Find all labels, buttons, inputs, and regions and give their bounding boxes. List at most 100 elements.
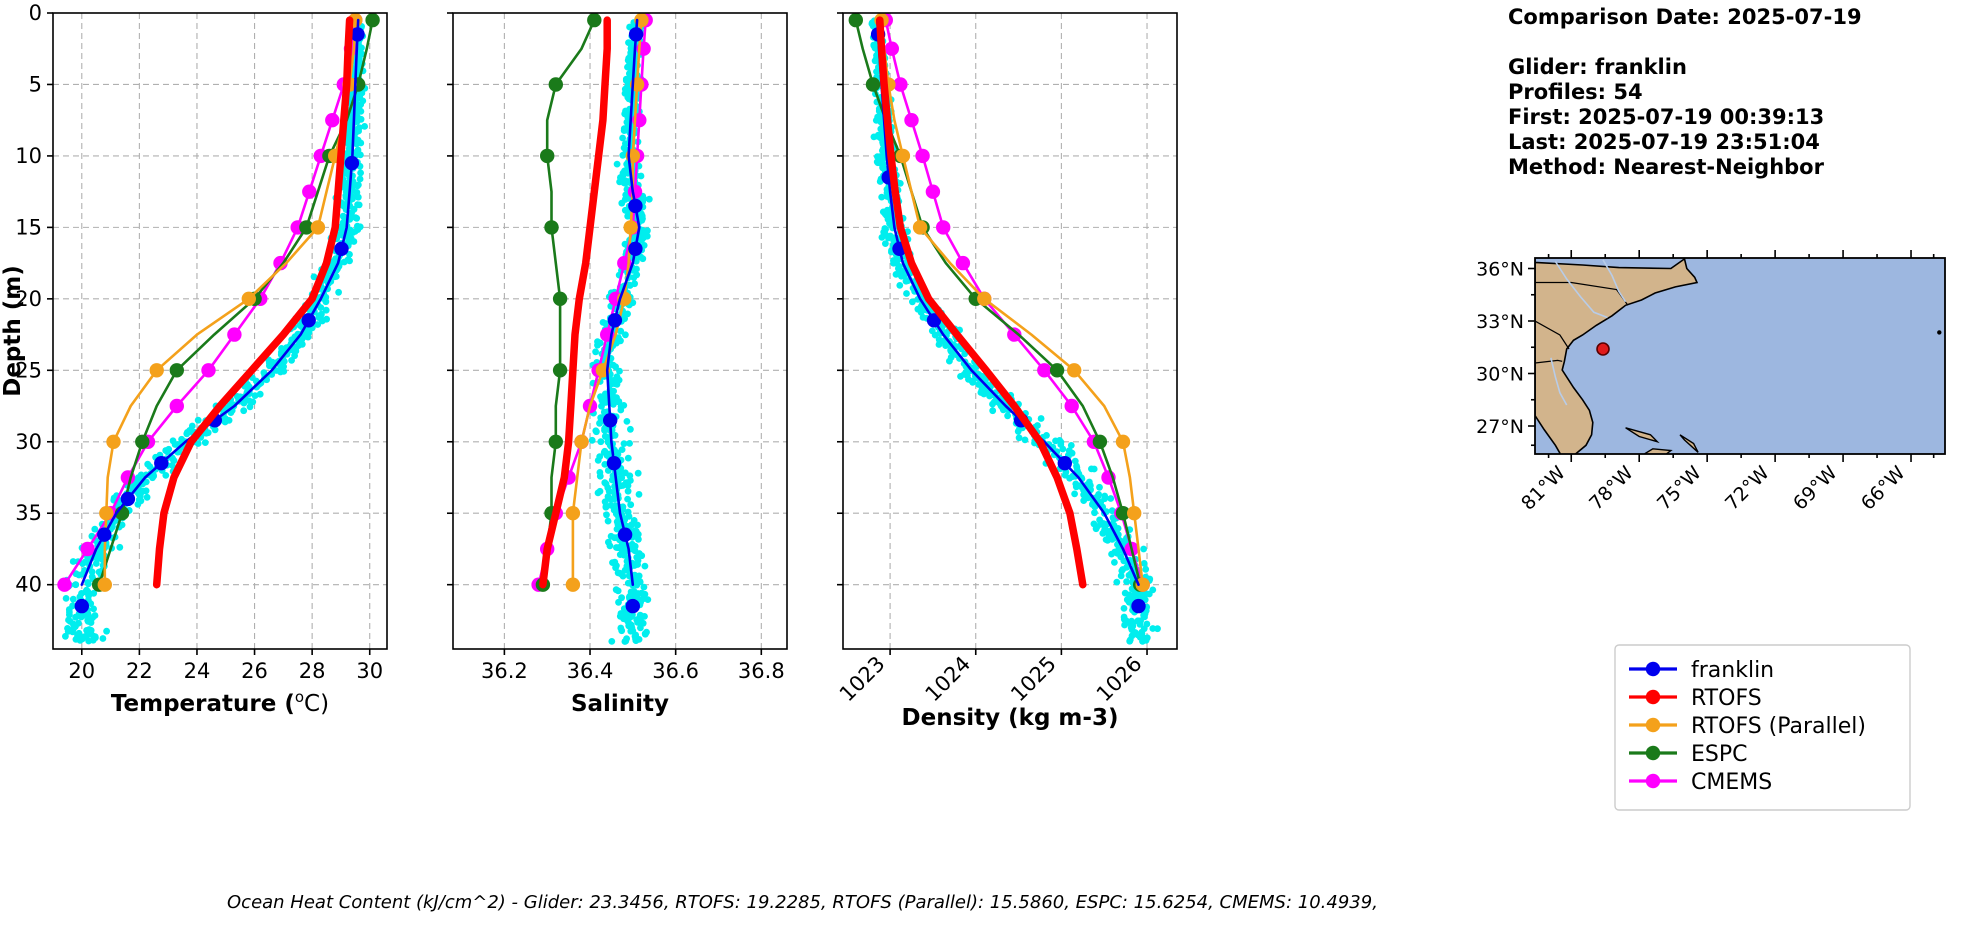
legend-marker-swatch: [1645, 661, 1661, 677]
profile-marker: [149, 363, 164, 378]
scatter-point: [645, 195, 653, 203]
profile-marker: [1135, 577, 1150, 592]
river: [1602, 259, 1627, 303]
profile-marker: [1067, 363, 1082, 378]
profile-marker: [120, 491, 136, 507]
profile-marker: [1115, 506, 1131, 521]
profile-marker: [1131, 598, 1146, 614]
scatter-point: [1067, 442, 1075, 449]
scatter-point: [619, 540, 627, 548]
scatter-point: [610, 495, 618, 503]
scatter-point: [357, 169, 364, 177]
glider-position-marker[interactable]: [1596, 342, 1610, 356]
profile-marker: [97, 577, 113, 592]
scatter-point: [277, 365, 285, 372]
scatter-point: [305, 328, 313, 336]
scatter-point: [81, 633, 89, 640]
scatter-point: [873, 68, 880, 75]
legend-item-espc[interactable]: ESPC: [1629, 742, 1748, 767]
scatter-point: [278, 348, 285, 356]
scatter-point: [1092, 525, 1100, 533]
scatter-point: [874, 113, 881, 121]
scatter-point: [1121, 589, 1129, 597]
scatter-point: [72, 581, 80, 589]
profile-line: [152, 16, 354, 589]
profile-marker: [552, 363, 568, 378]
profile-marker: [628, 198, 643, 214]
legend-item-rtofs-parallel[interactable]: RTOFS (Parallel): [1629, 714, 1866, 739]
series-espc: [535, 13, 602, 592]
scatter-point: [1096, 483, 1103, 491]
profile-line: [605, 18, 641, 587]
scatter-point: [91, 525, 99, 533]
scatter-point: [354, 193, 362, 201]
map-frame: [1534, 257, 1946, 455]
scatter-point: [335, 288, 342, 296]
scatter-point: [69, 602, 76, 610]
profile-marker: [80, 541, 95, 557]
scatter-point: [947, 346, 954, 354]
scatter-point: [69, 628, 76, 636]
x-tick-label: 36.4: [567, 659, 614, 683]
scatter-point: [1072, 483, 1080, 491]
scatter-point: [600, 449, 608, 456]
scatter-point: [610, 387, 617, 395]
scatter-point: [627, 621, 635, 629]
scatter-point: [201, 439, 209, 446]
scatter-point: [900, 272, 908, 280]
scatter-point: [354, 182, 361, 190]
scatter-point: [340, 202, 347, 210]
profile-marker: [603, 413, 618, 428]
x-axis-title: Density (kg m-3): [902, 705, 1119, 731]
profile-line: [539, 16, 611, 589]
scatter-point: [240, 407, 248, 415]
scatter-point: [1120, 605, 1128, 612]
scatter-point: [640, 583, 648, 591]
scatter-point: [69, 558, 77, 565]
scatter-point: [604, 517, 612, 525]
series-franklin: [603, 18, 644, 614]
scatter-point: [601, 479, 609, 487]
scatter-point: [981, 388, 989, 396]
scatter-point: [636, 611, 644, 619]
x-tick-label: 36.2: [481, 659, 528, 683]
scatter-point: [351, 228, 359, 235]
y-tick-label: 15: [15, 215, 42, 239]
scatter-point: [1142, 565, 1150, 573]
scatter-point: [134, 500, 142, 508]
scatter-point: [1091, 503, 1099, 511]
scatter-point: [1149, 586, 1157, 594]
scatter-point: [142, 487, 150, 495]
scatter-point: [352, 214, 359, 222]
scatter-point: [620, 440, 628, 447]
map-lat-label: 33°N: [1476, 311, 1524, 333]
scatter-point: [356, 93, 364, 101]
profile-marker: [977, 291, 992, 306]
scatter-point: [879, 160, 887, 168]
legend-item-rtofs[interactable]: RTOFS: [1629, 686, 1762, 711]
scatter-point: [618, 446, 626, 453]
scatter-point: [345, 141, 353, 148]
profile-marker: [865, 77, 881, 92]
legend-item-cmems[interactable]: CMEMS: [1629, 770, 1772, 795]
legend-frame: [1614, 644, 1911, 811]
scatter-point: [885, 234, 892, 242]
profile-marker: [565, 577, 581, 592]
scatter-point: [877, 118, 885, 126]
map-lon-label: 75°W: [1653, 462, 1706, 515]
profile-marker: [628, 27, 644, 42]
scatter-point: [609, 361, 617, 369]
scatter-point: [611, 558, 619, 566]
legend-item-franklin[interactable]: franklin: [1629, 658, 1774, 683]
scatter-point: [1071, 490, 1078, 498]
profile-marker: [544, 220, 559, 235]
profile-marker: [74, 598, 90, 614]
scatter-point: [144, 460, 152, 468]
scatter-point: [623, 562, 631, 570]
comparison-date: Comparison Date: 2025-07-19: [1508, 5, 1862, 29]
scatter-point: [1015, 434, 1023, 442]
scatter-point: [116, 543, 124, 551]
profile-marker: [99, 506, 114, 521]
scatter-point: [356, 223, 364, 231]
scatter-point: [613, 525, 621, 533]
